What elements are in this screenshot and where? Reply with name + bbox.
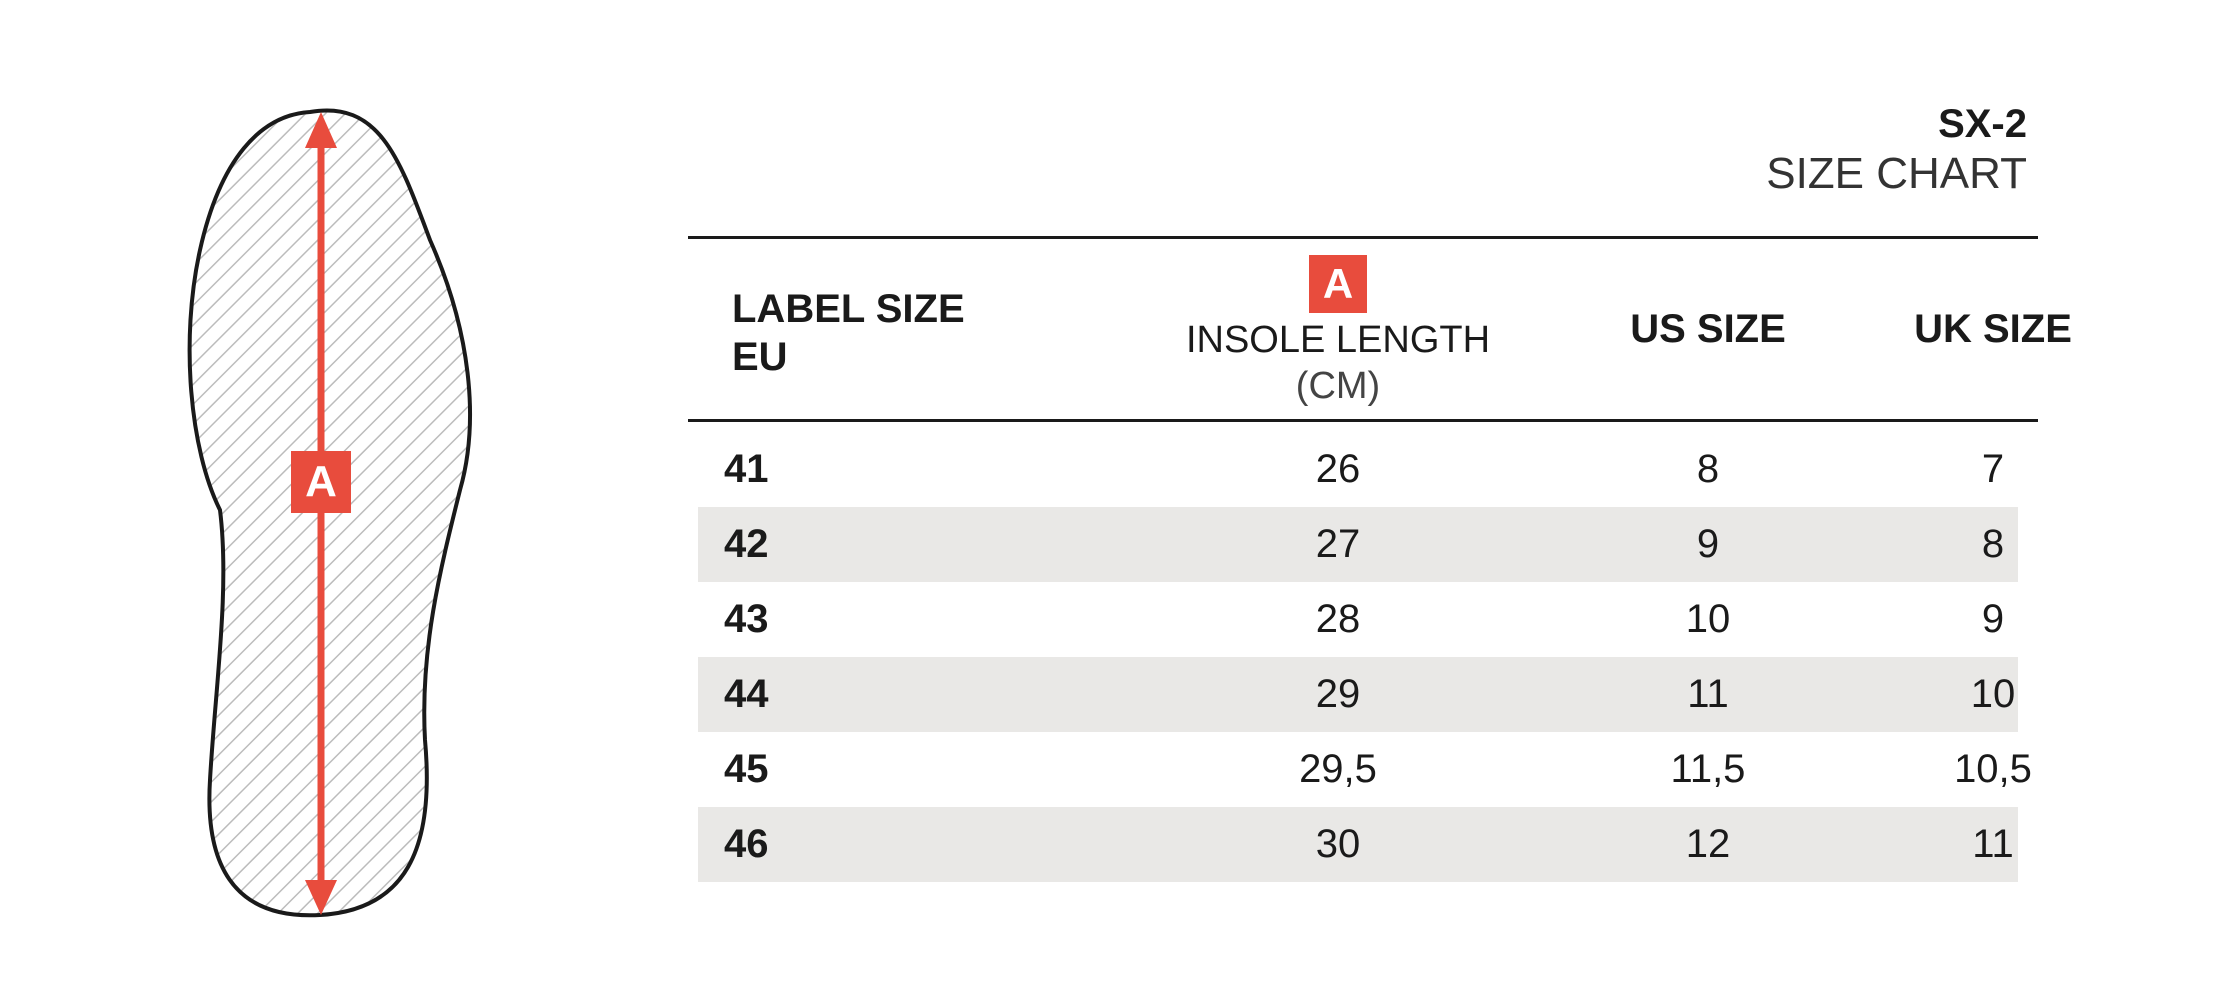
cell-eu-size: 41 bbox=[724, 447, 769, 491]
cell-us-size: 12 bbox=[1685, 822, 1731, 866]
cell-us-size: 11,5 bbox=[1670, 747, 1746, 791]
cell-us-size: 9 bbox=[1696, 522, 1720, 566]
table-row: 42 27 9 8 bbox=[698, 507, 2018, 582]
header-insole-unit: (CM) bbox=[1295, 365, 1381, 407]
cell-uk-size: 10,5 bbox=[1954, 747, 2032, 791]
table-row: 46 30 12 11 bbox=[698, 807, 2018, 882]
header-label-size-line1: LABEL SIZE bbox=[732, 287, 965, 331]
model-name: SX-2 bbox=[1938, 102, 2027, 146]
header-insole-length: A INSOLE LENGTH (CM) bbox=[1128, 255, 1548, 409]
cell-insole-length: 29,5 bbox=[1299, 747, 1377, 791]
cell-uk-size: 7 bbox=[1981, 447, 2005, 491]
cell-uk-size: 9 bbox=[1981, 597, 2005, 641]
insole-marker-badge: A bbox=[1309, 255, 1367, 313]
cell-insole-length: 26 bbox=[1315, 447, 1361, 491]
cell-us-size: 11 bbox=[1687, 672, 1729, 716]
table-row: 41 26 8 7 bbox=[698, 432, 2018, 507]
length-marker-letter: A bbox=[305, 457, 337, 506]
header-us-size: US SIZE bbox=[1630, 307, 1786, 351]
header-label-size-line2: EU bbox=[732, 335, 788, 379]
table-row: 43 28 10 9 bbox=[698, 582, 2018, 657]
header-label-size: LABEL SIZE EU bbox=[732, 285, 1052, 381]
insole-diagram: A bbox=[187, 108, 472, 918]
cell-us-size: 8 bbox=[1696, 447, 1720, 491]
cell-insole-length: 28 bbox=[1315, 597, 1361, 641]
table-top-rule bbox=[688, 236, 2038, 239]
chart-title-block: SX-2 SIZE CHART bbox=[1766, 100, 2027, 200]
table-body: 41 26 8 7 42 27 9 8 43 28 10 9 44 29 11 … bbox=[688, 432, 2038, 882]
cell-uk-size: 11 bbox=[1972, 822, 2014, 866]
cell-eu-size: 46 bbox=[724, 822, 769, 866]
chart-subtitle: SIZE CHART bbox=[1766, 149, 2027, 198]
cell-eu-size: 44 bbox=[724, 672, 769, 716]
cell-eu-size: 45 bbox=[724, 747, 769, 791]
cell-insole-length: 29 bbox=[1315, 672, 1361, 716]
cell-insole-length: 30 bbox=[1315, 822, 1361, 866]
cell-insole-length: 27 bbox=[1315, 522, 1361, 566]
length-arrow bbox=[305, 112, 337, 915]
table-row: 44 29 11 10 bbox=[698, 657, 2018, 732]
insole-shape bbox=[187, 108, 472, 918]
size-table: LABEL SIZE EU A INSOLE LENGTH (CM) US SI… bbox=[688, 236, 2072, 882]
table-header-rule bbox=[688, 419, 2038, 422]
table-header-row: LABEL SIZE EU A INSOLE LENGTH (CM) US SI… bbox=[688, 239, 2072, 419]
length-marker-badge: A bbox=[291, 451, 351, 513]
cell-eu-size: 42 bbox=[724, 522, 769, 566]
cell-us-size: 10 bbox=[1685, 597, 1731, 641]
cell-eu-size: 43 bbox=[724, 597, 769, 641]
table-row: 45 29,5 11,5 10,5 bbox=[698, 732, 2032, 807]
header-uk-size: UK SIZE bbox=[1914, 307, 2072, 351]
cell-uk-size: 8 bbox=[1981, 522, 2005, 566]
header-insole-label: INSOLE LENGTH bbox=[1185, 319, 1491, 361]
cell-uk-size: 10 bbox=[1970, 672, 2016, 716]
